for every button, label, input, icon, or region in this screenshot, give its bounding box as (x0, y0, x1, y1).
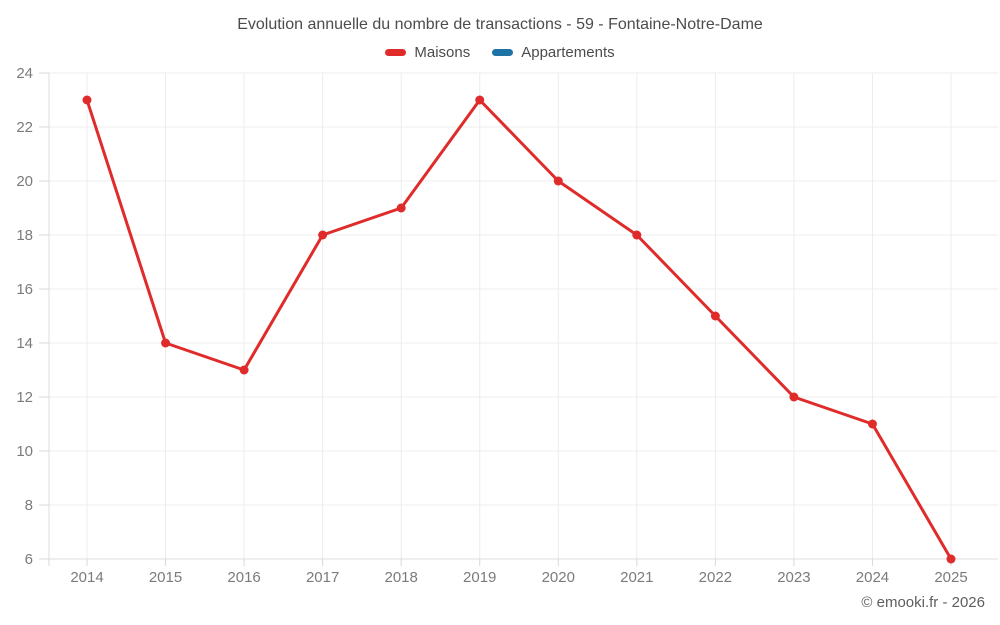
svg-text:16: 16 (16, 281, 33, 298)
svg-text:14: 14 (16, 335, 33, 352)
legend-item-maisons[interactable]: Maisons (385, 44, 470, 61)
data-point-maisons-2021[interactable] (632, 230, 642, 240)
series-maisons (82, 95, 956, 564)
svg-text:24: 24 (16, 65, 33, 82)
x-axis-labels: 2014 2015 2016 2017 2018 2019 2020 2021 2022 2023… (70, 569, 967, 586)
svg-text:2014: 2014 (70, 569, 103, 586)
maisons-swatch-icon (385, 49, 407, 56)
chart-title: Evolution annuelle du nombre de transact… (237, 16, 763, 33)
svg-text:20: 20 (16, 173, 33, 190)
data-point-maisons-2017[interactable] (318, 230, 328, 240)
svg-text:2018: 2018 (384, 569, 417, 586)
data-point-maisons-2014[interactable] (82, 95, 92, 105)
copyright-credit: © emooki.fr - 2026 (861, 594, 985, 611)
legend-item-appartements[interactable]: Appartements (492, 44, 615, 61)
svg-text:2020: 2020 (542, 569, 575, 586)
y-axis-labels: 6 8 10 12 14 16 18 20 22 24 (16, 65, 33, 568)
svg-text:2023: 2023 (777, 569, 810, 586)
svg-text:2015: 2015 (149, 569, 182, 586)
data-point-maisons-2025[interactable] (946, 554, 956, 564)
data-point-maisons-2018[interactable] (396, 203, 406, 213)
svg-text:22: 22 (16, 119, 33, 136)
appartements-swatch-icon (492, 49, 514, 56)
data-point-maisons-2020[interactable] (553, 176, 563, 186)
legend-label-maisons: Maisons (414, 44, 471, 61)
svg-text:12: 12 (16, 389, 33, 406)
data-point-maisons-2024[interactable] (867, 419, 877, 429)
svg-text:2016: 2016 (227, 569, 260, 586)
svg-text:2024: 2024 (856, 569, 889, 586)
svg-text:2019: 2019 (463, 569, 496, 586)
legend-label-appartements: Appartements (521, 44, 615, 61)
data-point-maisons-2022[interactable] (710, 311, 720, 321)
svg-text:2017: 2017 (306, 569, 339, 586)
svg-text:2025: 2025 (934, 569, 967, 586)
svg-text:10: 10 (16, 443, 33, 460)
svg-text:2021: 2021 (620, 569, 653, 586)
chart-legend: Maisons Appartements (0, 44, 1000, 61)
data-point-maisons-2016[interactable] (239, 365, 249, 375)
gridlines (39, 72, 998, 566)
svg-text:8: 8 (25, 497, 33, 514)
data-point-maisons-2023[interactable] (789, 392, 799, 402)
data-point-maisons-2015[interactable] (161, 338, 171, 348)
svg-text:18: 18 (16, 227, 33, 244)
data-point-maisons-2019[interactable] (475, 95, 485, 105)
svg-text:2022: 2022 (699, 569, 732, 586)
svg-text:6: 6 (25, 551, 33, 568)
